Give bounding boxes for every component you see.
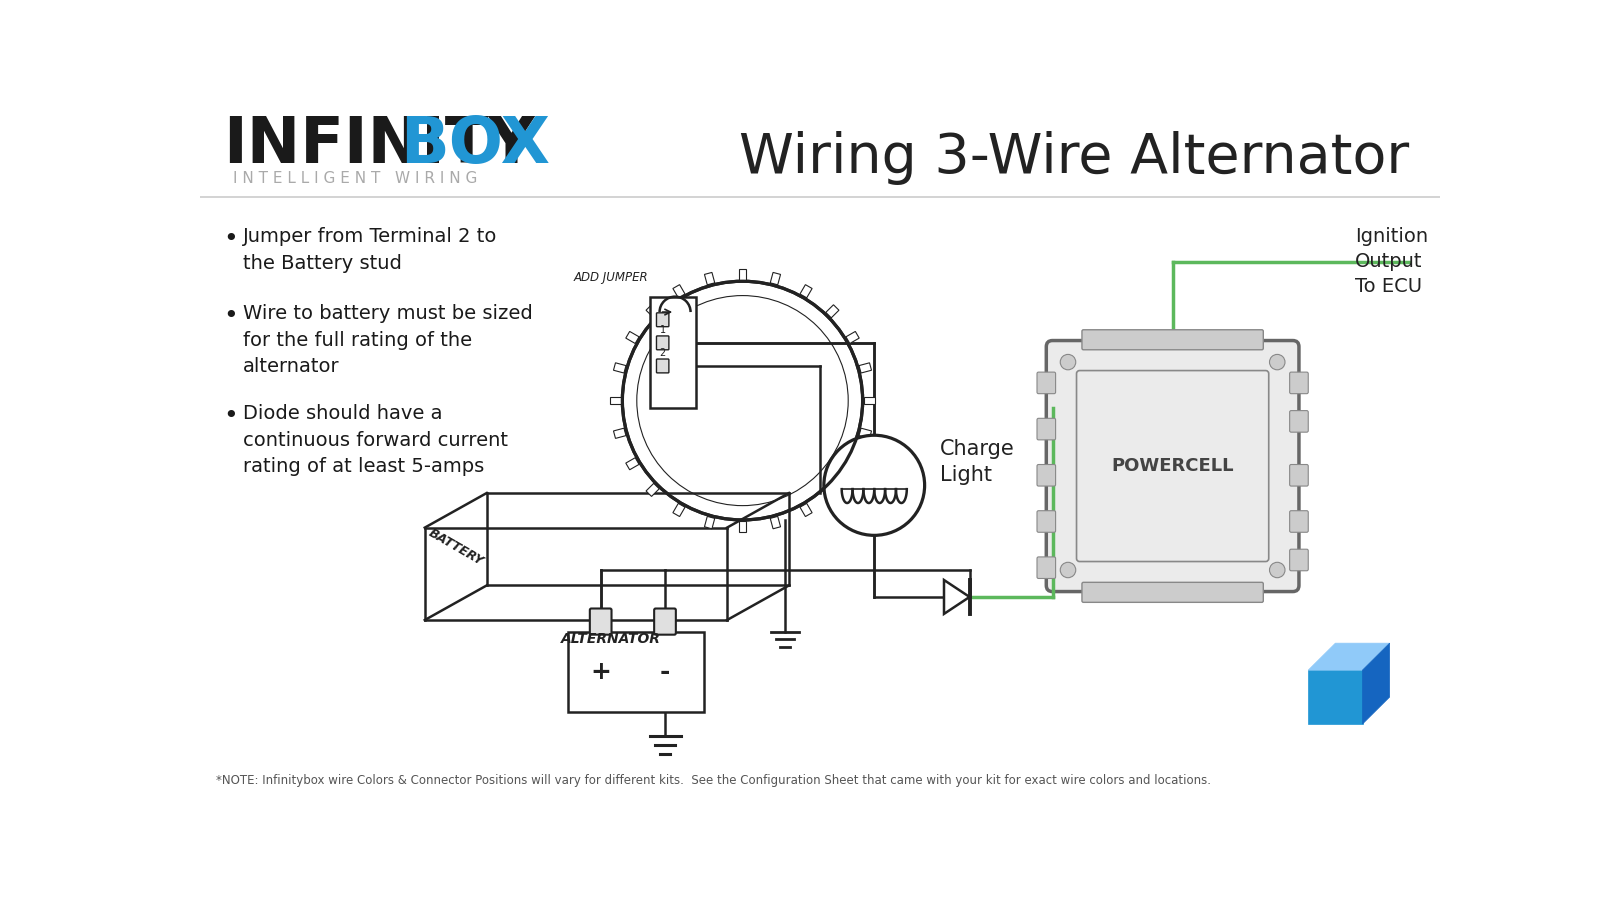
Polygon shape	[770, 517, 781, 529]
FancyBboxPatch shape	[1082, 582, 1264, 602]
Polygon shape	[1309, 670, 1363, 724]
Text: Diode should have a
continuous forward current
rating of at least 5-amps: Diode should have a continuous forward c…	[243, 404, 507, 476]
FancyBboxPatch shape	[1290, 549, 1309, 571]
Text: 2: 2	[659, 348, 666, 358]
FancyBboxPatch shape	[1037, 557, 1056, 579]
Text: BATTERY: BATTERY	[426, 526, 485, 568]
Polygon shape	[613, 363, 626, 373]
FancyBboxPatch shape	[1037, 464, 1056, 486]
Polygon shape	[626, 331, 638, 344]
Polygon shape	[646, 483, 659, 497]
Text: Wiring 3-Wire Alternator: Wiring 3-Wire Alternator	[739, 131, 1410, 185]
FancyBboxPatch shape	[1037, 418, 1056, 440]
Text: Ignition
Output
To ECU: Ignition Output To ECU	[1355, 228, 1427, 296]
Polygon shape	[568, 632, 704, 713]
Text: Jumper from Terminal 2 to
the Battery stud: Jumper from Terminal 2 to the Battery st…	[243, 228, 498, 273]
Polygon shape	[859, 428, 872, 438]
Text: •: •	[224, 404, 238, 428]
Polygon shape	[800, 284, 813, 298]
Polygon shape	[826, 483, 838, 497]
Text: INFINITY: INFINITY	[224, 114, 534, 176]
Polygon shape	[770, 273, 781, 284]
Text: •: •	[224, 304, 238, 328]
FancyBboxPatch shape	[1046, 340, 1299, 591]
Polygon shape	[646, 305, 659, 318]
Circle shape	[1269, 562, 1285, 578]
FancyBboxPatch shape	[1082, 329, 1264, 350]
FancyBboxPatch shape	[1290, 510, 1309, 532]
Polygon shape	[674, 284, 685, 298]
Polygon shape	[626, 458, 638, 470]
FancyBboxPatch shape	[1037, 372, 1056, 393]
FancyBboxPatch shape	[656, 336, 669, 350]
Circle shape	[824, 436, 925, 536]
Polygon shape	[826, 305, 838, 318]
Polygon shape	[944, 580, 970, 614]
Polygon shape	[739, 521, 746, 532]
FancyBboxPatch shape	[1037, 510, 1056, 532]
Polygon shape	[846, 331, 859, 344]
FancyBboxPatch shape	[1290, 464, 1309, 486]
Text: Wire to battery must be sized
for the full rating of the
alternator: Wire to battery must be sized for the fu…	[243, 304, 533, 376]
Text: •: •	[224, 228, 238, 251]
Text: BOX: BOX	[400, 114, 550, 176]
FancyBboxPatch shape	[654, 608, 675, 634]
Text: ADD JUMPER: ADD JUMPER	[573, 271, 648, 284]
Text: POWERCELL: POWERCELL	[1112, 457, 1234, 475]
Polygon shape	[864, 397, 875, 404]
FancyBboxPatch shape	[1290, 372, 1309, 393]
Circle shape	[1061, 355, 1075, 370]
FancyBboxPatch shape	[656, 313, 669, 327]
Polygon shape	[613, 428, 626, 438]
Polygon shape	[650, 297, 696, 409]
Polygon shape	[859, 363, 872, 373]
Polygon shape	[1309, 644, 1390, 670]
Polygon shape	[704, 517, 715, 529]
FancyBboxPatch shape	[1290, 410, 1309, 432]
Polygon shape	[610, 397, 621, 404]
Polygon shape	[674, 503, 685, 517]
Polygon shape	[846, 458, 859, 470]
Text: 1: 1	[659, 325, 666, 335]
Circle shape	[1061, 562, 1075, 578]
Circle shape	[1269, 355, 1285, 370]
Text: +: +	[590, 660, 611, 684]
Text: *NOTE: Infinitybox wire Colors & Connector Positions will vary for different kit: *NOTE: Infinitybox wire Colors & Connect…	[216, 774, 1211, 788]
Text: -: -	[659, 660, 670, 684]
Polygon shape	[704, 273, 715, 284]
Polygon shape	[800, 503, 813, 517]
FancyBboxPatch shape	[656, 359, 669, 373]
Text: Charge
Light: Charge Light	[941, 439, 1014, 485]
FancyBboxPatch shape	[590, 608, 611, 634]
Text: ALTERNATOR: ALTERNATOR	[562, 633, 661, 646]
Polygon shape	[1363, 644, 1390, 724]
Text: I N T E L L I G E N T   W I R I N G: I N T E L L I G E N T W I R I N G	[232, 171, 477, 186]
Polygon shape	[739, 269, 746, 280]
